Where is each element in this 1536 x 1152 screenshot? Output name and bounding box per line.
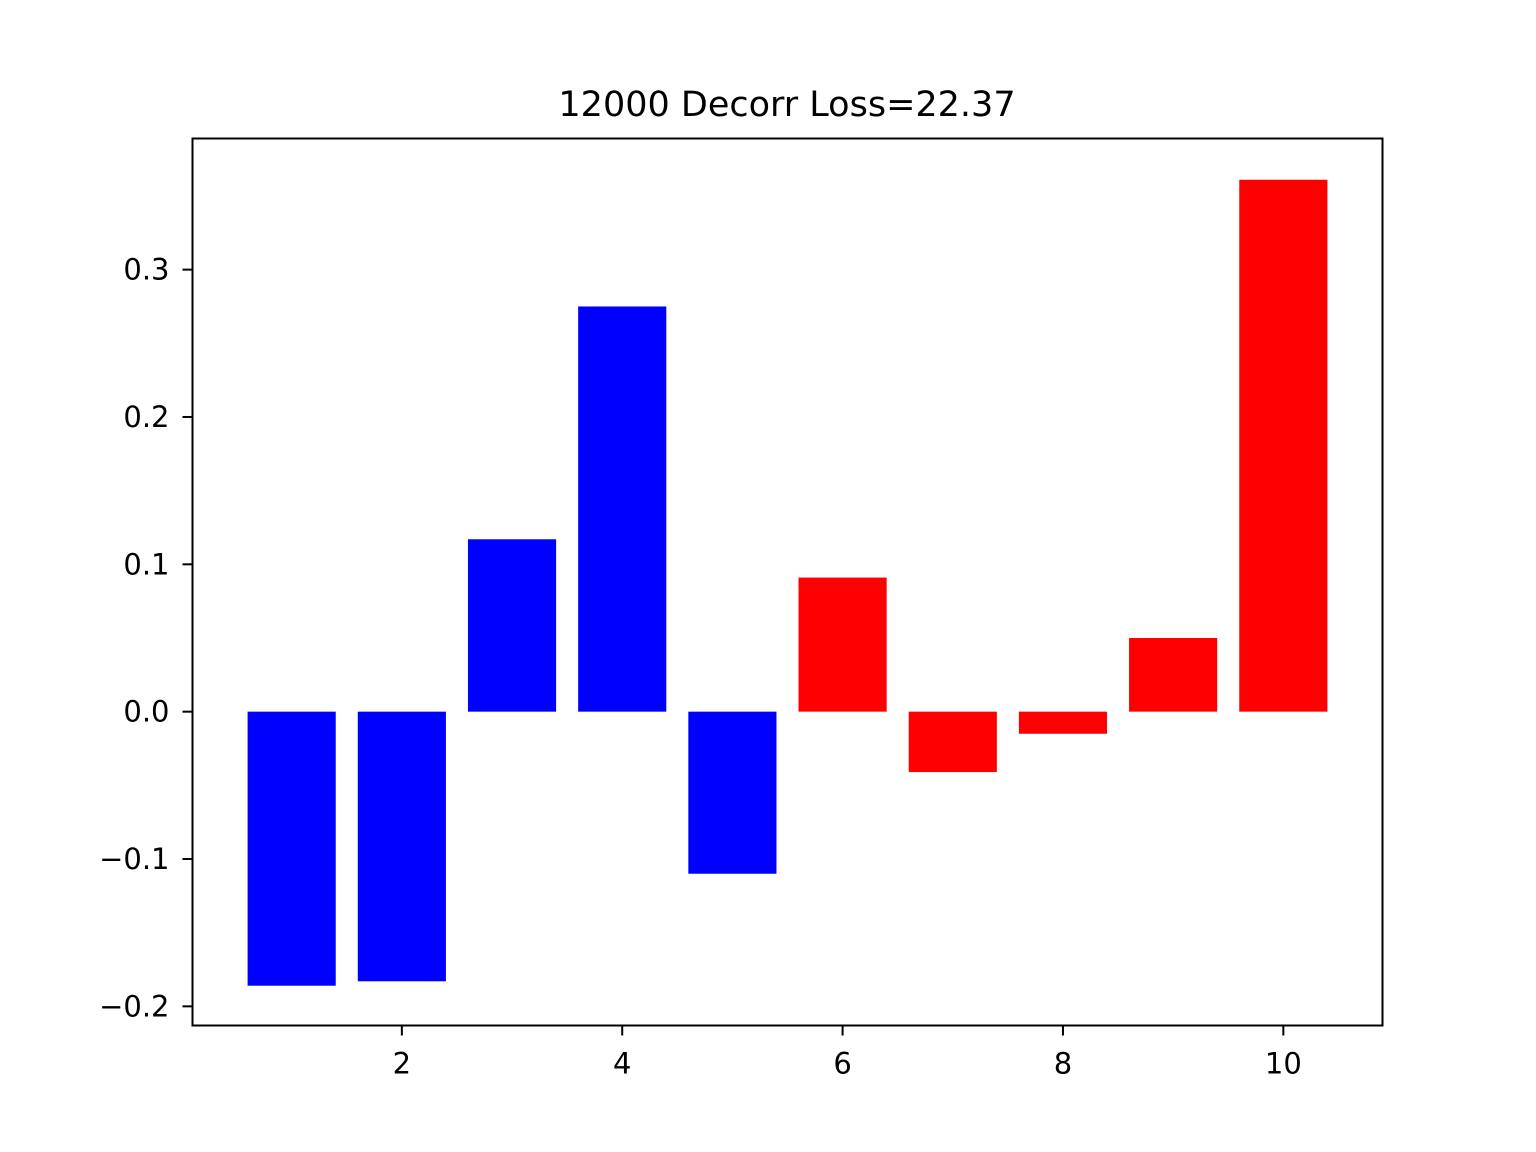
bar-8 bbox=[1018, 711, 1108, 734]
bar-3 bbox=[467, 539, 557, 712]
y-tick-label-4: 0.2 bbox=[123, 400, 169, 434]
bars-group bbox=[247, 179, 1328, 986]
bar-2 bbox=[357, 711, 446, 982]
bar-10 bbox=[1239, 179, 1328, 712]
y-axis: −0.2 −0.1 0.0 0.1 0.2 0.3 bbox=[99, 253, 193, 1023]
bar-5 bbox=[688, 711, 777, 874]
y-tick-label-2: 0.0 bbox=[123, 695, 169, 729]
x-axis: 2 4 6 8 10 bbox=[393, 1025, 1302, 1081]
chart-title: 12000 Decorr Loss=22.37 bbox=[558, 85, 1015, 125]
y-tick-label-0: −0.2 bbox=[99, 989, 169, 1023]
bar-6 bbox=[798, 577, 887, 712]
bar-7 bbox=[908, 711, 997, 773]
y-tick-label-3: 0.1 bbox=[123, 547, 169, 581]
x-tick-label-4: 4 bbox=[613, 1047, 631, 1081]
x-tick-label-10: 10 bbox=[1265, 1047, 1302, 1081]
plot-frame bbox=[191, 137, 1384, 1027]
x-tick-label-8: 8 bbox=[1054, 1047, 1072, 1081]
bar-9 bbox=[1129, 637, 1218, 712]
bar-1 bbox=[247, 711, 336, 986]
bar-4 bbox=[578, 306, 667, 712]
y-tick-label-1: −0.1 bbox=[99, 842, 169, 876]
x-tick-label-6: 6 bbox=[833, 1047, 851, 1081]
x-tick-label-2: 2 bbox=[393, 1047, 411, 1081]
y-tick-label-5: 0.3 bbox=[123, 253, 169, 287]
